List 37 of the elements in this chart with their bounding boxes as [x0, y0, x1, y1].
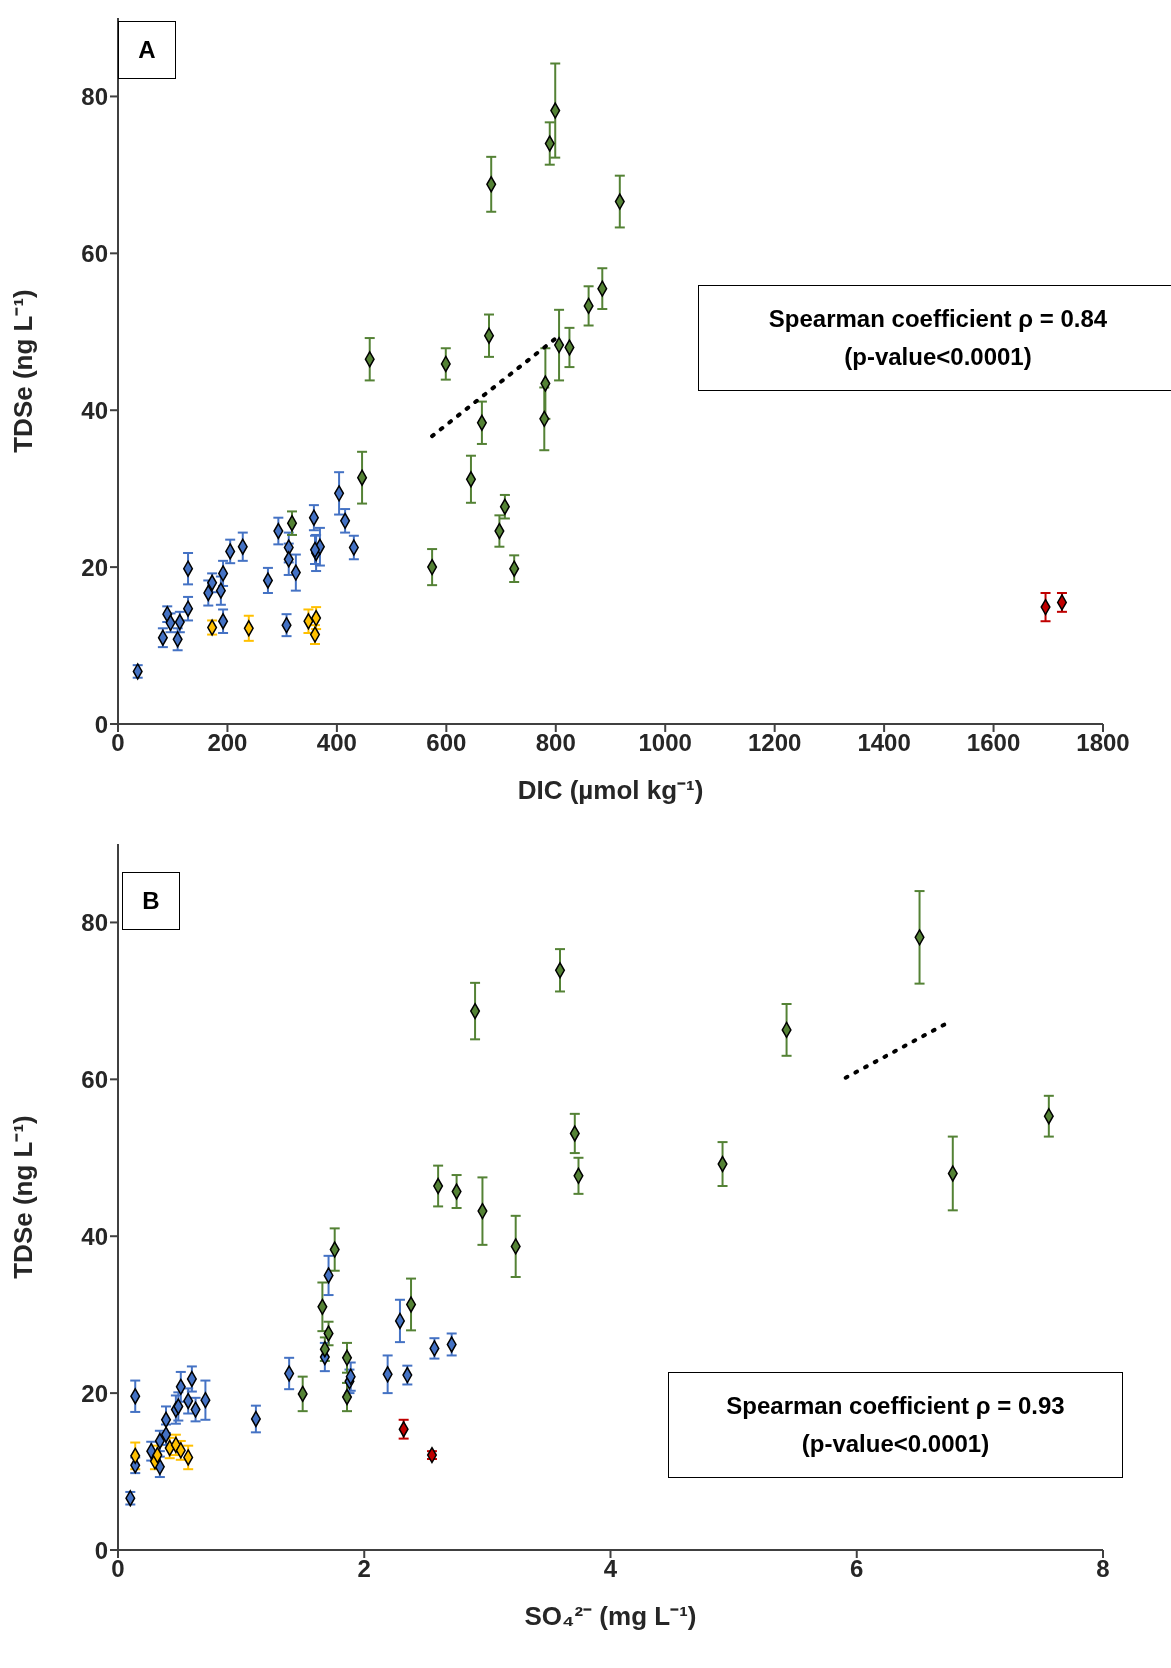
y-tick-label: 40: [81, 1222, 108, 1250]
x-tick-label: 400: [316, 729, 357, 757]
x-tick-label: 1600: [966, 729, 1021, 757]
y-tick-label: 0: [94, 1536, 108, 1564]
x-tick-label: 1800: [1076, 729, 1130, 757]
x-tick-label: 6: [850, 1555, 864, 1583]
y-tick-label: 80: [81, 908, 108, 936]
annotation: Spearman coefficient ρ = 0.93: [725, 1391, 1066, 1421]
x-tick-label: 2: [357, 1555, 371, 1583]
y-tick-label: 20: [81, 553, 108, 581]
x-tick-label: 4: [603, 1555, 618, 1583]
text-box: B: [122, 872, 180, 930]
x-tick-label: 1400: [857, 729, 911, 757]
y-tick-label: 80: [81, 82, 108, 110]
x-axis-title: SO₄²⁻ (mg L⁻¹): [524, 1601, 697, 1631]
x-tick-label: 800: [535, 729, 576, 757]
x-tick-label: 1200: [747, 729, 802, 757]
annotation: (p-value<0.0001): [800, 1429, 991, 1459]
annotation: Spearman coefficient ρ = 0.84: [767, 304, 1109, 334]
x-tick-label: 1000: [638, 729, 692, 757]
x-tick-label: 0: [111, 1555, 125, 1583]
x-tick-label: 0: [111, 729, 125, 757]
annotation: (p-value<0.0001): [843, 342, 1033, 372]
text-box: Spearman coefficient ρ = 0.93 (p-value<0.0001): [668, 1372, 1123, 1478]
x-tick-label: 200: [207, 729, 248, 757]
text-box: A: [118, 21, 176, 79]
y-tick-label: 60: [81, 1065, 108, 1093]
x-axis-title: DIC (µmol kg⁻¹): [517, 775, 704, 805]
y-tick-label: 40: [81, 396, 108, 424]
x-tick-label: 8: [1096, 1555, 1110, 1583]
y-axis-title: TDSe (ng L⁻¹): [8, 1115, 39, 1279]
y-tick-label: 0: [94, 710, 108, 738]
y-tick-label: 60: [81, 239, 108, 267]
x-tick-label: 600: [426, 729, 467, 757]
y-tick-label: 20: [81, 1379, 108, 1407]
text-box: Spearman coefficient ρ = 0.84 (p-value<0.0001): [698, 285, 1171, 391]
y-axis-title: TDSe (ng L⁻¹): [8, 289, 39, 453]
